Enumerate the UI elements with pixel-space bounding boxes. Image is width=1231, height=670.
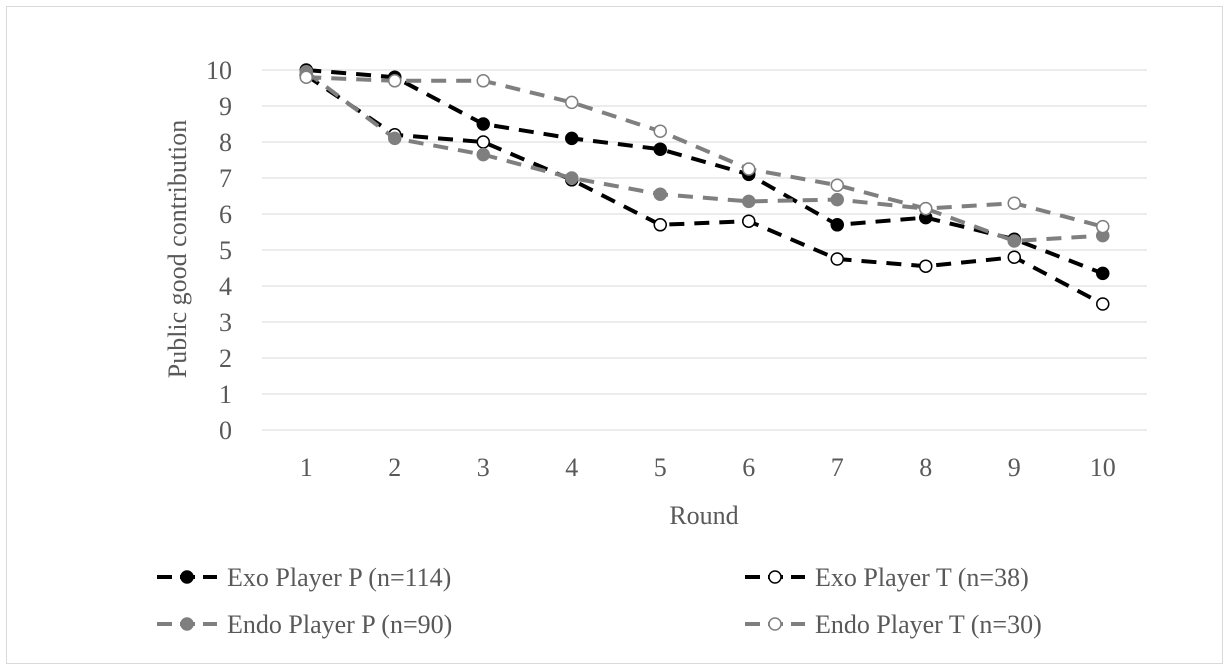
y-tick-label-10: 10 — [206, 56, 232, 85]
data-point-s2-7 — [830, 252, 844, 266]
series-line-3 — [305, 70, 1103, 243]
data-point-s3-4 — [565, 171, 579, 185]
legend-marker-2 — [768, 570, 782, 584]
y-tick-label-8: 8 — [219, 128, 232, 157]
data-point-s2-10 — [1096, 297, 1110, 311]
data-point-s2-9 — [1007, 250, 1021, 264]
data-point-s4-4 — [565, 95, 579, 110]
data-point-s2-6 — [742, 214, 756, 228]
x-axis-ticks: 1 2 3 4 5 6 7 8 9 10 — [300, 453, 1116, 482]
legend: Exo Player P (n=114) Exo Player T (n=38) E… — [157, 563, 1042, 639]
x-axis-label: Round — [669, 501, 738, 530]
y-tick-label-0: 0 — [219, 416, 232, 445]
data-point-s4-8 — [919, 201, 933, 216]
x-tick-label-3: 3 — [477, 453, 490, 482]
y-axis-label: Public good contribution — [163, 120, 192, 379]
data-point-s3-2 — [388, 131, 402, 146]
data-point-s2-5 — [653, 218, 667, 232]
legend-label-2: Exo Player T (n=38) — [815, 563, 1029, 592]
data-point-s3-9 — [1007, 234, 1021, 248]
legend-label-3: Endo Player P (n=90) — [227, 610, 452, 639]
data-point-s4-1 — [299, 70, 313, 84]
legend-marker-3 — [180, 617, 194, 631]
legend-item-1: Exo Player P (n=114) — [157, 563, 451, 592]
x-tick-label-5: 5 — [654, 453, 667, 482]
series-4 — [299, 70, 1110, 234]
series-3 — [299, 65, 1110, 248]
y-axis-ticks: 0 1 2 3 4 5 6 7 8 9 10 — [206, 56, 232, 445]
legend-item-3: Endo Player P (n=90) — [157, 610, 452, 639]
x-tick-label-8: 8 — [919, 453, 932, 482]
data-point-s3-3 — [476, 147, 490, 162]
y-tick-label-9: 9 — [219, 92, 232, 121]
data-point-s1-4 — [565, 131, 579, 146]
x-tick-label-7: 7 — [831, 453, 844, 482]
data-point-s2-8 — [919, 259, 933, 273]
legend-label-4: Endo Player T (n=30) — [815, 610, 1042, 639]
data-point-s3-5 — [653, 187, 667, 201]
x-tick-label-4: 4 — [565, 453, 578, 482]
data-point-s4-7 — [830, 178, 844, 192]
data-point-s4-3 — [476, 74, 490, 88]
data-point-s1-7 — [830, 218, 844, 232]
data-point-s2-3 — [476, 135, 490, 149]
data-point-s4-6 — [742, 162, 756, 176]
legend-item-2: Exo Player T (n=38) — [745, 563, 1029, 592]
data-point-s4-2 — [388, 74, 402, 88]
y-tick-label-3: 3 — [219, 308, 232, 337]
series-line-1 — [306, 68, 1104, 276]
gridlines — [262, 69, 1147, 431]
data-point-s1-3 — [476, 117, 490, 131]
y-tick-label-7: 7 — [219, 164, 232, 193]
y-tick-label-6: 6 — [219, 200, 232, 229]
x-tick-label-9: 9 — [1008, 453, 1021, 482]
data-point-s3-7 — [830, 192, 844, 207]
series-group — [299, 63, 1110, 311]
legend-label-1: Exo Player P (n=114) — [227, 563, 451, 592]
legend-marker-4 — [768, 617, 782, 631]
series-1 — [299, 63, 1110, 281]
data-point-s4-10 — [1096, 219, 1110, 234]
series-2 — [299, 68, 1110, 311]
y-tick-label-5: 5 — [219, 236, 232, 265]
x-tick-label-6: 6 — [742, 453, 755, 482]
series-line-4 — [306, 75, 1104, 229]
data-point-s1-10 — [1096, 266, 1110, 281]
legend-item-4: Endo Player T (n=30) — [745, 610, 1042, 639]
y-tick-label-1: 1 — [219, 380, 232, 409]
x-tick-label-1: 1 — [300, 453, 313, 482]
data-point-s4-5 — [653, 124, 667, 138]
y-tick-label-4: 4 — [219, 272, 232, 301]
series-line-2 — [305, 73, 1104, 306]
x-tick-label-2: 2 — [388, 453, 401, 482]
data-point-s4-9 — [1007, 196, 1021, 210]
x-tick-label-10: 10 — [1090, 453, 1116, 482]
y-tick-label-2: 2 — [219, 344, 232, 373]
legend-marker-1 — [180, 570, 194, 584]
data-point-s3-6 — [742, 194, 756, 209]
data-point-s1-5 — [653, 142, 667, 156]
